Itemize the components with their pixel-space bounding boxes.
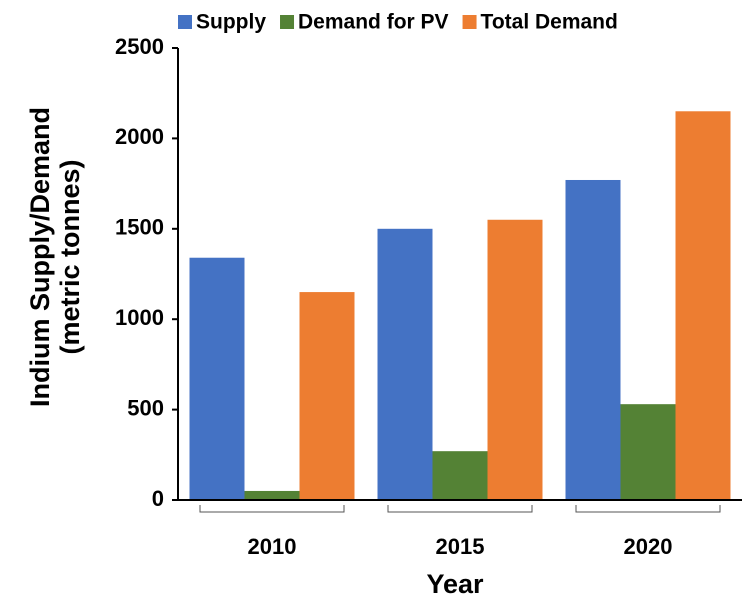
y-tick-label: 0: [152, 486, 164, 511]
category-bracket: [387, 505, 533, 513]
legend-swatch: [462, 15, 477, 29]
bar: [244, 490, 300, 500]
legend-label: Demand for PV: [298, 11, 449, 34]
category-bracket: [575, 505, 721, 513]
bar: [189, 257, 245, 500]
x-tick-label: 2015: [436, 534, 485, 559]
legend-swatch: [178, 15, 192, 29]
category-bracket: [199, 505, 345, 513]
legend-label: Total Demand: [481, 11, 618, 34]
bar: [675, 111, 731, 500]
bar: [299, 292, 355, 500]
y-tick-label: 1000: [115, 305, 164, 330]
y-tick-label: 2000: [115, 124, 164, 149]
y-axis-label: Indium Supply/Demand: [25, 107, 55, 407]
y-tick-label: 2500: [115, 34, 164, 59]
x-tick-label: 2020: [624, 534, 673, 559]
y-axis-label: (metric tonnes): [55, 159, 85, 354]
y-tick-label: 1500: [115, 215, 164, 240]
bar: [565, 179, 621, 500]
bar: [620, 404, 676, 500]
x-axis-label: Year: [426, 569, 484, 599]
bar: [377, 228, 433, 501]
bar: [432, 451, 488, 500]
bar: [487, 219, 543, 500]
legend-label: Supply: [196, 11, 266, 34]
x-tick-label: 2010: [248, 534, 297, 559]
y-tick-label: 500: [127, 395, 164, 420]
legend-swatch: [280, 15, 295, 29]
